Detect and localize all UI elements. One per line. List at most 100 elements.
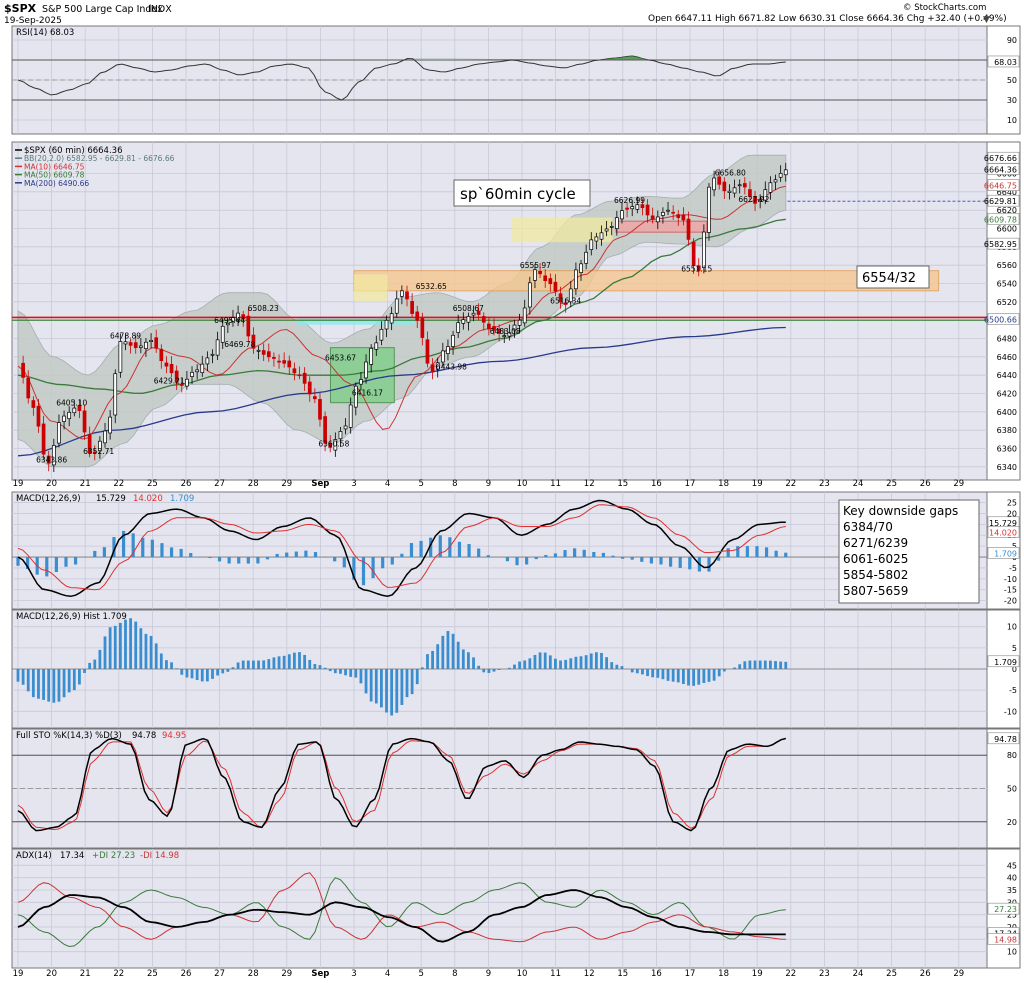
macd-tick-label: 25 [1007,499,1017,508]
x-axis-label-bottom: 27 [214,969,225,979]
candle-body [589,239,594,250]
hist-bar [763,660,767,669]
price-point-label: 6495.44 [214,316,245,325]
candle-body [169,363,174,374]
candle-body [425,339,430,364]
candle-body [492,326,496,331]
macd-hist-bar [736,546,740,558]
hist-bar [113,625,117,669]
hist-bar [354,669,358,678]
hist-bar [461,649,465,669]
hist-bar [615,664,619,669]
hist-bar [267,659,271,669]
price-point-label: 6429.21 [154,376,185,385]
price-tick-label: 6520 [997,298,1017,307]
hist-bar [758,660,762,669]
hist-bar [318,665,322,669]
x-axis-label-top: Sep [311,479,329,489]
price-value-tag: 6629.81 [984,197,1017,206]
macd-hist-bar [102,547,106,558]
hist-bar [472,657,475,669]
candle-body [164,362,169,367]
adx-line [17,889,786,943]
candle-body [282,360,287,364]
x-axis-label-bottom: 26 [181,969,192,979]
macd-hist-bar [179,548,183,558]
x-axis-label-bottom: 15 [617,969,628,979]
candle-body [364,361,368,379]
x-axis-label-top: 24 [853,479,864,489]
hist-bar [308,659,312,669]
x-axis-label-bottom: 3 [351,969,356,979]
candle-body [563,302,568,305]
candle-body [205,357,210,365]
candle-body [287,360,292,368]
price-value-tag-bg [987,179,1020,191]
price-point-label: 6443.98 [436,363,467,372]
hist-bar [405,669,409,698]
hist-bar [600,652,603,669]
macd-hist-bar [246,557,250,564]
macd-hist-bar [505,557,510,562]
candle-body [144,341,148,349]
collapse-icon[interactable]: ▼ [983,15,990,25]
sto-tick-label: 50 [1007,785,1017,794]
macd-hist-bar [400,553,404,558]
hist-bar [707,669,711,682]
adx-legend-value: 17.34 [60,851,84,861]
candle-body [553,281,558,292]
x-axis-label-bottom: 9 [486,969,491,979]
adx-tick-label: 30 [1007,898,1017,907]
hist-bar [748,660,752,669]
macd-hist-bar [678,557,682,568]
price-legend-entry: MA(200) 6490.66 [24,179,89,188]
macd-hist-bar [381,557,385,569]
hist-bar [231,667,235,669]
price-point-label: 6516.34 [550,297,581,306]
hist-bar [88,662,92,669]
hist-bar [93,659,97,669]
x-axis-label-top: 17 [685,479,696,489]
macd-tick-label: -10 [1004,575,1017,584]
chart-exchange: INDX [148,4,172,15]
price-value-tag-bg [987,194,1020,207]
price-point-label: 6551.15 [681,265,712,274]
hist-bar [154,643,158,669]
candle-body [548,278,553,285]
macd-hist-bar [582,549,586,558]
x-axis-label-bottom: Sep [311,969,329,979]
candle-body [138,345,143,348]
candle-body [630,206,635,210]
candle-body [778,173,783,178]
macd-hist-bar [112,537,116,558]
candle-body [154,337,159,349]
price-value-tag: 6676.66 [984,154,1017,163]
macd-hist-bar [352,557,356,580]
candle-body [712,177,716,191]
price-value-tag-bg [987,213,1020,225]
candle-body [497,328,501,334]
macd-hist-bar [169,547,174,558]
candle-body [768,182,773,193]
macd-hist-bar [217,557,222,562]
hist-bar [282,655,286,669]
hist-bar [415,669,419,685]
price-value-tag: 6664.36 [984,166,1017,175]
macd-hist-bar [208,557,212,559]
macd-hist-bar [25,557,30,570]
sto-k-line [17,737,786,832]
candle-body [231,317,235,322]
hist-bar [559,660,562,669]
price-point-label: 6508.67 [453,304,484,313]
ma200-line [17,326,786,457]
adx-legend-mdi: -DI 14.98 [140,851,179,861]
hist-bar [16,669,20,682]
candle-body [487,323,491,330]
hist-bar [784,661,788,669]
candle-body [389,313,394,324]
x-axis-label-top: 5 [418,479,423,489]
adx-tick-label: 10 [1007,948,1017,957]
hist-bar [21,669,25,685]
macd-hist-bar [323,557,327,558]
